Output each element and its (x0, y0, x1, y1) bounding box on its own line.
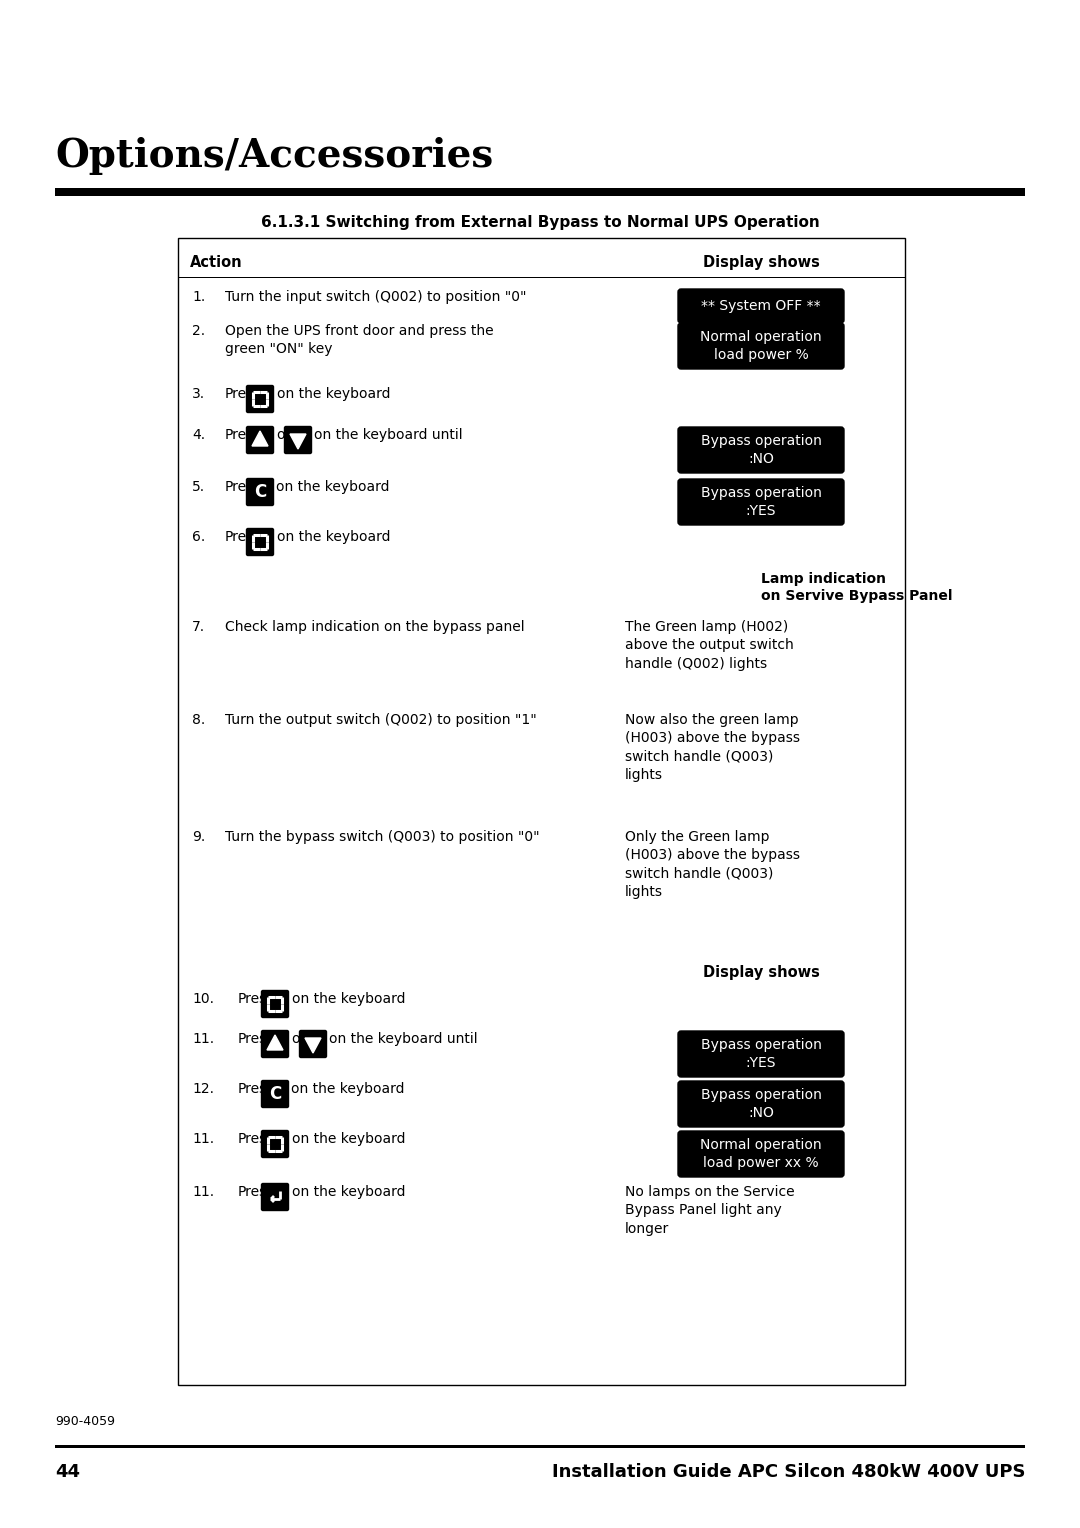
Text: 44: 44 (55, 1462, 80, 1481)
FancyBboxPatch shape (678, 1031, 843, 1077)
Text: 4.: 4. (192, 428, 205, 442)
FancyBboxPatch shape (261, 1080, 288, 1108)
Text: on the keyboard: on the keyboard (276, 480, 390, 494)
Text: Turn the output switch (Q002) to position "1": Turn the output switch (Q002) to positio… (225, 714, 537, 727)
Text: on the keyboard: on the keyboard (292, 1186, 405, 1199)
Text: Normal operation
load power %: Normal operation load power % (700, 330, 822, 362)
Text: Press: Press (225, 428, 261, 442)
FancyBboxPatch shape (246, 426, 273, 454)
FancyBboxPatch shape (284, 426, 311, 454)
Text: on the keyboard: on the keyboard (291, 1082, 405, 1096)
FancyBboxPatch shape (246, 385, 273, 413)
Text: Bypass operation
:YES: Bypass operation :YES (701, 486, 822, 518)
Text: on the keyboard: on the keyboard (276, 387, 391, 400)
Bar (178, 238, 905, 1384)
Text: C: C (254, 483, 266, 501)
Text: Now also the green lamp
(H003) above the bypass
switch handle (Q003)
lights: Now also the green lamp (H003) above the… (625, 714, 800, 782)
Text: 11.: 11. (192, 1031, 214, 1047)
Text: on the keyboard: on the keyboard (292, 1132, 405, 1146)
Text: Only the Green lamp
(H003) above the bypass
switch handle (Q003)
lights: Only the Green lamp (H003) above the byp… (625, 830, 800, 898)
Text: Normal operation
load power xx %: Normal operation load power xx % (700, 1138, 822, 1170)
Text: 10.: 10. (192, 992, 214, 1005)
Text: 11.: 11. (192, 1186, 214, 1199)
FancyBboxPatch shape (261, 990, 288, 1018)
Text: Press: Press (225, 387, 261, 400)
Text: No lamps on the Service
Bypass Panel light any
longer: No lamps on the Service Bypass Panel lig… (625, 1186, 795, 1236)
Text: Display shows: Display shows (703, 966, 820, 979)
Text: 8.: 8. (192, 714, 205, 727)
Text: Display shows: Display shows (703, 255, 820, 270)
Text: Turn the bypass switch (Q003) to position "0": Turn the bypass switch (Q003) to positio… (225, 830, 540, 843)
Text: Turn the input switch (Q002) to position "0": Turn the input switch (Q002) to position… (225, 290, 527, 304)
Polygon shape (291, 434, 306, 449)
Text: 7.: 7. (192, 620, 205, 634)
Text: 3.: 3. (192, 387, 205, 400)
FancyBboxPatch shape (678, 1080, 843, 1128)
FancyBboxPatch shape (261, 1131, 288, 1158)
Text: Bypass operation
:YES: Bypass operation :YES (701, 1038, 822, 1070)
Text: or: or (276, 428, 291, 442)
FancyBboxPatch shape (246, 478, 273, 506)
Text: The Green lamp (H002)
above the output switch
handle (Q002) lights: The Green lamp (H002) above the output s… (625, 620, 794, 671)
Bar (55, 1445, 1025, 1449)
Text: Options/Accessories: Options/Accessories (55, 138, 494, 176)
Text: 11.: 11. (192, 1132, 214, 1146)
Text: Lamp indication
on Servive Bypass Panel: Lamp indication on Servive Bypass Panel (761, 571, 953, 604)
Text: 6.1.3.1 Switching from External Bypass to Normal UPS Operation: 6.1.3.1 Switching from External Bypass t… (260, 215, 820, 231)
Text: on the keyboard until: on the keyboard until (314, 428, 462, 442)
Text: Press: Press (238, 1132, 274, 1146)
Text: Installation Guide APC Silcon 480kW 400V UPS: Installation Guide APC Silcon 480kW 400V… (552, 1462, 1025, 1481)
Polygon shape (267, 1034, 283, 1050)
FancyBboxPatch shape (678, 1131, 843, 1177)
Text: Bypass operation
:NO: Bypass operation :NO (701, 1088, 822, 1120)
FancyBboxPatch shape (261, 1184, 288, 1210)
FancyBboxPatch shape (678, 322, 843, 368)
Polygon shape (305, 1038, 321, 1053)
Text: Press: Press (238, 1082, 274, 1096)
Text: ** System OFF **: ** System OFF ** (701, 299, 821, 313)
Bar (55, 188, 1025, 196)
Text: Press: Press (225, 480, 261, 494)
Text: Press: Press (225, 530, 261, 544)
FancyBboxPatch shape (678, 289, 843, 322)
Text: Press: Press (238, 992, 274, 1005)
FancyBboxPatch shape (261, 1030, 288, 1057)
Text: on the keyboard until: on the keyboard until (329, 1031, 477, 1047)
Text: Press: Press (238, 1031, 274, 1047)
Text: C: C (269, 1085, 281, 1103)
FancyBboxPatch shape (678, 426, 843, 474)
Text: Action: Action (190, 255, 243, 270)
Text: 12.: 12. (192, 1082, 214, 1096)
Polygon shape (252, 431, 268, 446)
Text: 990-4059: 990-4059 (55, 1415, 114, 1429)
Text: on the keyboard: on the keyboard (276, 530, 391, 544)
Text: 5.: 5. (192, 480, 205, 494)
Text: 9.: 9. (192, 830, 205, 843)
FancyBboxPatch shape (246, 529, 273, 556)
Text: 2.: 2. (192, 324, 205, 338)
FancyBboxPatch shape (299, 1030, 326, 1057)
Text: Check lamp indication on the bypass panel: Check lamp indication on the bypass pane… (225, 620, 525, 634)
Text: Open the UPS front door and press the
green "ON" key: Open the UPS front door and press the gr… (225, 324, 494, 356)
Text: Press: Press (238, 1186, 274, 1199)
Text: or: or (291, 1031, 306, 1047)
Text: Bypass operation
:NO: Bypass operation :NO (701, 434, 822, 466)
Text: 6.: 6. (192, 530, 205, 544)
Text: on the keyboard: on the keyboard (292, 992, 405, 1005)
Text: 1.: 1. (192, 290, 205, 304)
FancyBboxPatch shape (678, 478, 843, 526)
